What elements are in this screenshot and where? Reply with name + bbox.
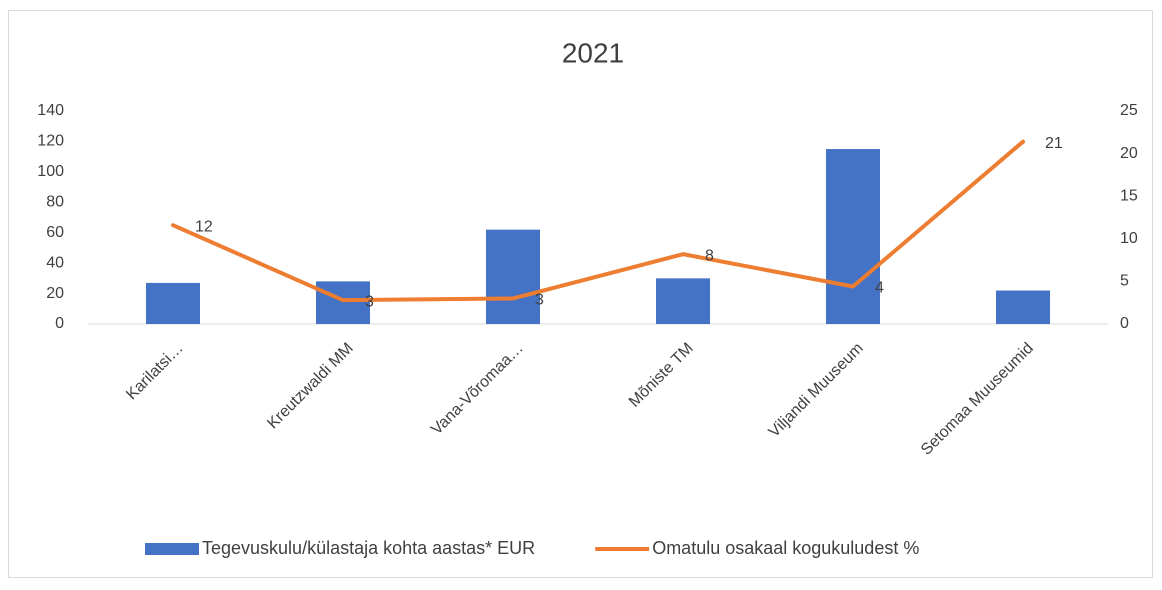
data-label: 12 xyxy=(195,218,213,235)
legend-label: Omatulu osakaal kogukuludest % xyxy=(652,538,919,558)
y2-tick-label: 5 xyxy=(1120,273,1129,290)
bar xyxy=(996,290,1050,324)
y-tick-label: 120 xyxy=(37,133,64,150)
y2-tick-label: 15 xyxy=(1120,187,1138,204)
data-label: 4 xyxy=(875,280,884,297)
y2-tick-label: 20 xyxy=(1120,145,1138,162)
y-tick-label: 100 xyxy=(37,163,64,180)
line xyxy=(171,139,1025,303)
y-tick-label: 0 xyxy=(55,315,64,332)
bar xyxy=(146,282,200,324)
data-label: 8 xyxy=(705,247,714,264)
y-tick-label: 40 xyxy=(46,254,64,271)
data-label: 3 xyxy=(365,293,374,310)
data-label: 3 xyxy=(535,292,544,309)
y2-tick-label: 0 xyxy=(1120,315,1129,332)
chart-title: 2021 xyxy=(562,37,624,68)
y-tick-label: 140 xyxy=(37,102,64,119)
bar xyxy=(656,278,710,324)
bar xyxy=(826,149,880,324)
data-label: 21 xyxy=(1045,135,1063,152)
legend-swatch xyxy=(145,543,199,555)
y-tick-label: 20 xyxy=(46,285,64,302)
y-tick-label: 80 xyxy=(46,194,64,211)
y2-tick-label: 10 xyxy=(1120,230,1138,247)
bar xyxy=(486,229,540,324)
legend-label: Tegevuskulu/külastaja kohta aastas* EUR xyxy=(202,538,535,558)
y-tick-label: 60 xyxy=(46,224,64,241)
bar xyxy=(316,281,370,324)
y2-tick-label: 25 xyxy=(1120,102,1138,119)
